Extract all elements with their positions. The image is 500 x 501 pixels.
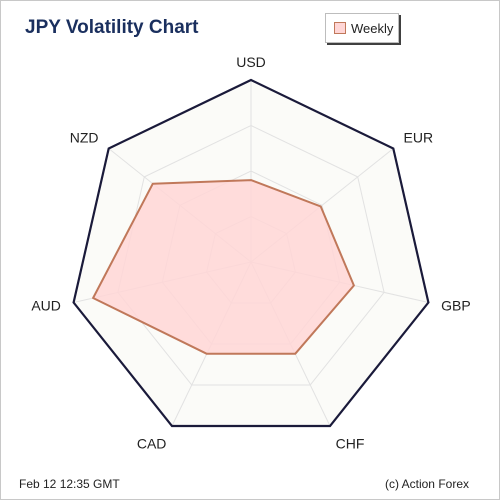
axis-label-usd: USD — [236, 54, 266, 70]
footer-credit: (c) Action Forex — [384, 477, 469, 491]
footer-date: Feb 12 12:35 GMT — [19, 477, 120, 491]
legend-swatch-weekly — [334, 22, 346, 34]
axis-label-gbp: GBP — [441, 297, 471, 313]
axis-label-cad: CAD — [137, 436, 167, 452]
legend-label-weekly: Weekly — [351, 20, 394, 36]
chart-title: JPY Volatility Chart — [25, 17, 199, 38]
radar-outline — [72, 78, 430, 428]
legend: Weekly — [325, 13, 399, 43]
axis-label-eur: EUR — [404, 129, 434, 145]
axis-label-aud: AUD — [31, 297, 61, 313]
series-weekly — [92, 179, 355, 355]
grid-ring — [117, 124, 385, 386]
axis-label-nzd: NZD — [70, 129, 99, 145]
axis-label-chf: CHF — [336, 436, 365, 452]
